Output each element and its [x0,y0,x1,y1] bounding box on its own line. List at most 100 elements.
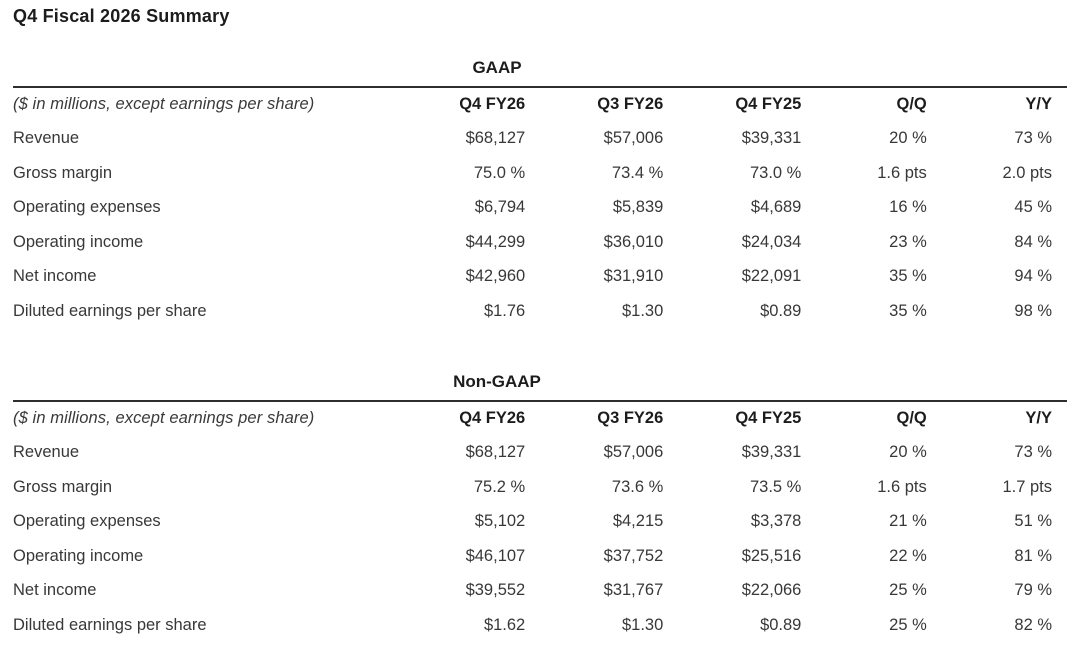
non-gaap-table: ($ in millions, except earnings per shar… [13,400,1067,642]
cell-value: $22,091 [741,267,802,285]
cell-value: 35 % [889,301,927,320]
column-header-yy: Y/Y [1025,95,1052,113]
row-label: Operating income [13,232,144,251]
non-gaap-header-row: ($ in millions, except earnings per shar… [13,401,1067,435]
cell-value: $3,378 [750,512,802,530]
row-label: Operating expenses [13,512,161,530]
cell-value: 73.0 % [749,163,802,182]
cell-value: 73 % [1014,443,1052,461]
cell-value: $25,516 [741,546,802,565]
column-header-q4fy25: Q4 FY25 [735,95,802,113]
table-row: Net income $39,552 $31,767 $22,066 25 % 79 % [13,573,1067,608]
units-note: ($ in millions, except earnings per shar… [13,409,315,427]
cell-value: 73.5 % [749,477,802,496]
cell-value: 75.0 % [473,163,526,182]
cell-value: 20 % [889,443,927,461]
row-label: Operating expenses [13,198,161,216]
column-header-qq: Q/Q [896,95,927,113]
cell-value: $42,960 [465,267,526,285]
column-header-q4fy25: Q4 FY25 [735,409,802,427]
cell-value: 1.6 pts [877,477,927,496]
cell-value: 21 % [889,512,927,530]
table-row: Gross margin 75.2 % 73.6 % 73.5 % 1.6 pts 1.7… [13,470,1067,505]
cell-value: $5,102 [474,512,526,530]
cell-value: 98 % [1014,301,1052,320]
gaap-table: ($ in millions, except earnings per shar… [13,86,1067,328]
cell-value: 81 % [1014,546,1052,565]
cell-value: $57,006 [603,129,664,147]
table-row: Operating income $46,107 $37,752 $25,516 22 … [13,539,1067,574]
cell-value: $39,331 [741,443,802,461]
table-row: Revenue $68,127 $57,006 $39,331 20 % 73 % [13,435,1067,470]
non-gaap-table-body: Revenue $68,127 $57,006 $39,331 20 % 73 % Gros… [13,435,1067,642]
table-row: Operating income $44,299 $36,010 $24,034 23 … [13,225,1067,260]
cell-value: $0.89 [760,301,802,320]
cell-value: $1.30 [622,615,664,634]
cell-value: 45 % [1014,198,1052,216]
table-row: Diluted earnings per share $1.76 $1.30 $0.8… [13,294,1067,329]
cell-value: $36,010 [603,232,664,251]
gaap-section: GAAP ($ in millions, except earnings per… [13,57,1067,328]
cell-value: 2.0 pts [1002,163,1052,182]
cell-value: 73 % [1014,129,1052,147]
row-label: Operating income [13,546,144,565]
cell-value: 23 % [889,232,927,251]
cell-value: $44,299 [465,232,526,251]
cell-value: 73.6 % [611,477,664,496]
cell-value: 82 % [1014,615,1052,634]
cell-value: $39,552 [465,581,526,599]
row-label: Net income [13,267,97,285]
non-gaap-table-title: Non-GAAP [453,372,541,391]
row-label: Revenue [13,443,80,461]
table-row: Revenue $68,127 $57,006 $39,331 20 % 73 % [13,121,1067,156]
page-title: Q4 Fiscal 2026 Summary [13,6,230,26]
cell-value: 1.7 pts [1002,477,1052,496]
column-header-q3fy26: Q3 FY26 [597,95,664,113]
row-label: Gross margin [13,163,113,182]
cell-value: 16 % [889,198,927,216]
cell-value: 51 % [1014,512,1052,530]
cell-value: $0.89 [760,615,802,634]
cell-value: $1.62 [483,615,526,634]
table-row: Operating expenses $6,794 $5,839 $4,689 16 %… [13,190,1067,225]
table-row: Gross margin 75.0 % 73.4 % 73.0 % 1.6 pts 2.0… [13,156,1067,191]
column-header-q3fy26: Q3 FY26 [597,409,664,427]
cell-value: $1.30 [622,301,664,320]
cell-value: 79 % [1014,581,1052,599]
column-header-qq: Q/Q [896,409,927,427]
row-label: Diluted earnings per share [13,615,207,634]
cell-value: $57,006 [603,443,664,461]
row-label: Gross margin [13,477,113,496]
cell-value: $37,752 [603,546,664,565]
column-header-q4fy26: Q4 FY26 [459,409,526,427]
cell-value: 73.4 % [611,163,664,182]
cell-value: 75.2 % [473,477,526,496]
cell-value: 20 % [889,129,927,147]
row-label: Net income [13,581,97,599]
table-row: Diluted earnings per share $1.62 $1.30 $0.8… [13,608,1067,643]
cell-value: $68,127 [465,129,526,147]
gaap-header-row: ($ in millions, except earnings per shar… [13,87,1067,121]
column-header-q4fy26: Q4 FY26 [459,95,526,113]
cell-value: 1.6 pts [877,163,927,182]
cell-value: $24,034 [741,232,802,251]
table-row: Net income $42,960 $31,910 $22,091 35 % 94 % [13,259,1067,294]
cell-value: 22 % [889,546,927,565]
cell-value: $5,839 [612,198,664,216]
cell-value: 94 % [1014,267,1052,285]
units-note: ($ in millions, except earnings per shar… [13,95,315,113]
row-label: Diluted earnings per share [13,301,207,320]
row-label: Revenue [13,129,80,147]
cell-value: $68,127 [465,443,526,461]
cell-value: 35 % [889,267,927,285]
table-row: Operating expenses $5,102 $4,215 $3,378 21 %… [13,504,1067,539]
cell-value: 84 % [1014,232,1052,251]
cell-value: $46,107 [465,546,526,565]
gaap-table-body: Revenue $68,127 $57,006 $39,331 20 % 73 % Gros… [13,121,1067,328]
cell-value: $1.76 [483,301,526,320]
cell-value: $39,331 [741,129,802,147]
cell-value: $31,767 [603,581,664,599]
cell-value: 25 % [889,581,927,599]
cell-value: 25 % [889,615,927,634]
